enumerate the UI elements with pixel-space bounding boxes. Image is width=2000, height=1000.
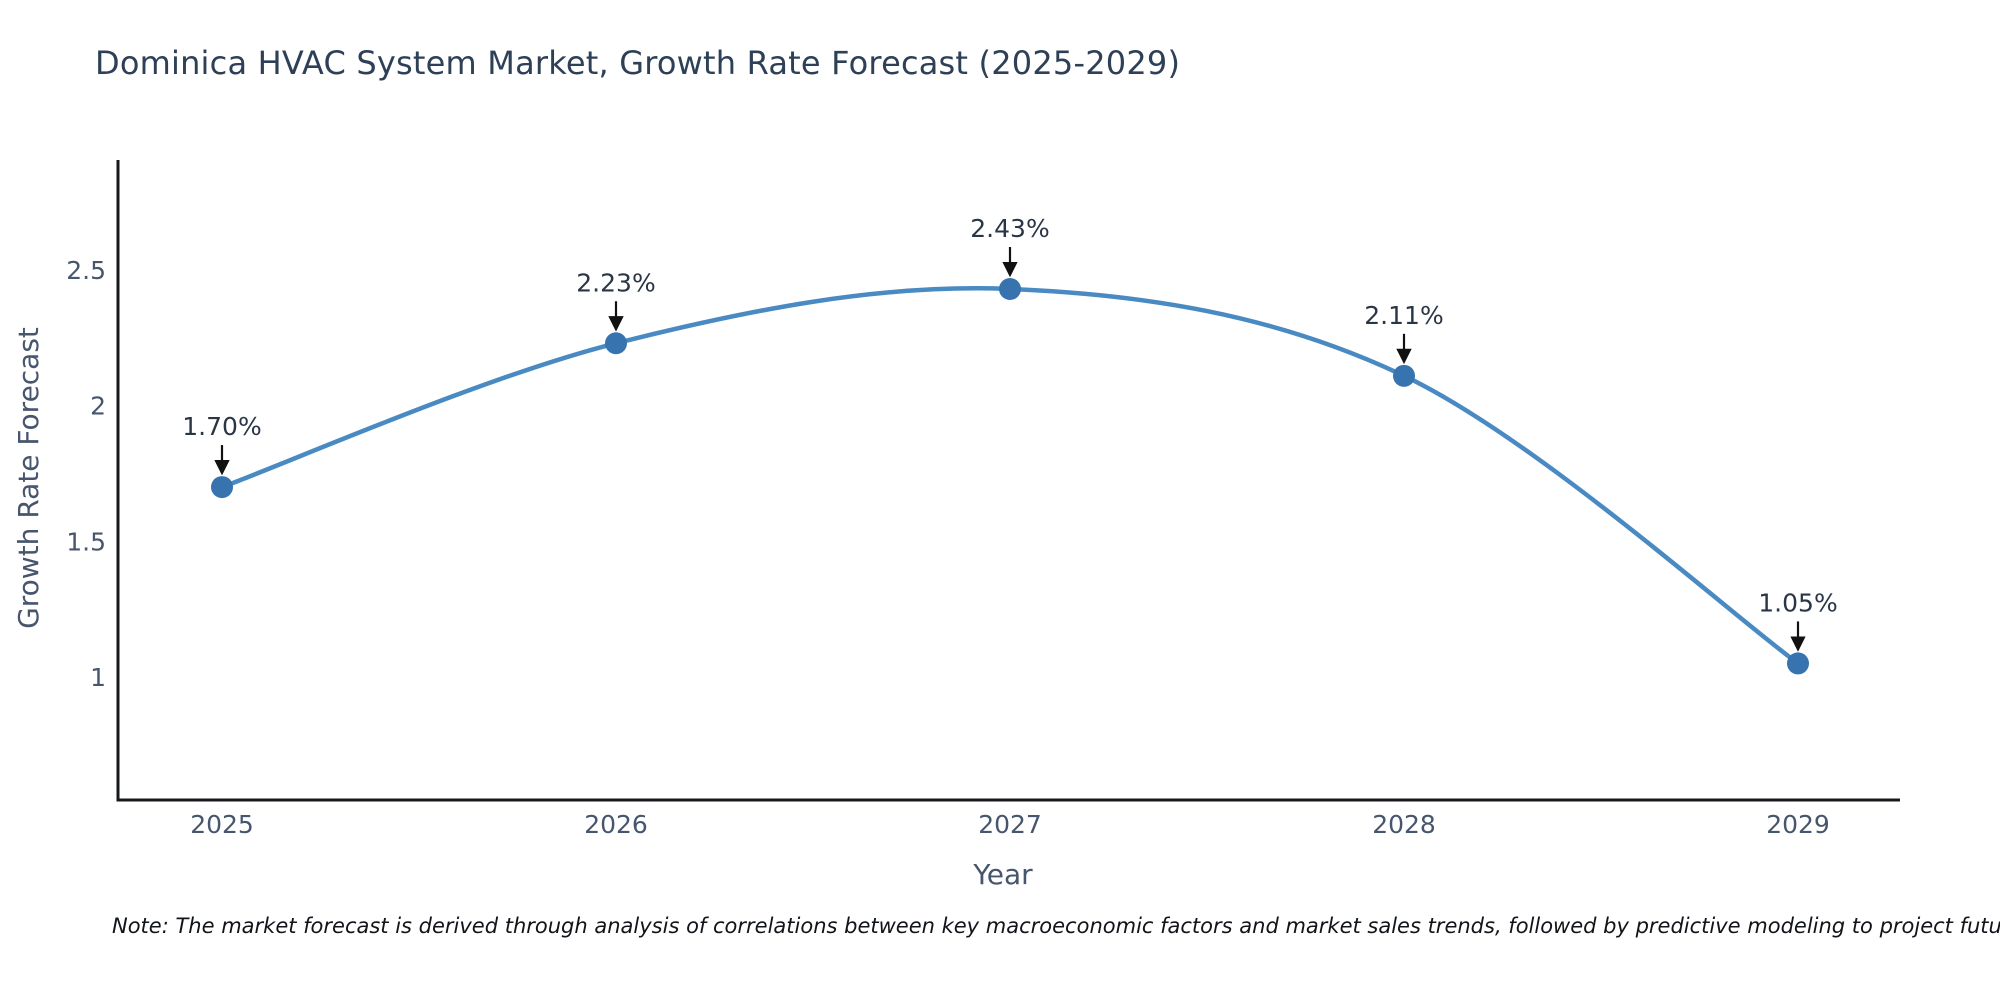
y-tick-label: 2 xyxy=(90,392,106,421)
data-point-marker xyxy=(605,332,627,355)
data-point-marker xyxy=(1393,364,1415,387)
chart-title: Dominica HVAC System Market, Growth Rate… xyxy=(95,44,1181,82)
point-value-label: 2.43% xyxy=(970,214,1049,243)
annotations: 1.70% 2.23% 2.43% 2.11% 1.05% xyxy=(182,214,1838,652)
point-value-label: 1.05% xyxy=(1758,588,1837,617)
y-tick-label: 1 xyxy=(90,663,106,692)
markers xyxy=(211,277,1809,675)
point-value-label: 2.23% xyxy=(576,268,655,297)
x-axis-ticks: 2025 2026 2027 2028 2029 xyxy=(190,810,1830,839)
x-tick-label: 2028 xyxy=(1372,810,1436,839)
data-point-marker xyxy=(211,476,233,499)
x-tick-label: 2029 xyxy=(1766,810,1830,839)
y-tick-label: 1.5 xyxy=(66,527,106,556)
footnote: Note: The market forecast is derived thr… xyxy=(112,914,2000,938)
point-value-label: 2.11% xyxy=(1364,301,1443,330)
data-point-marker xyxy=(999,277,1021,300)
x-tick-label: 2027 xyxy=(978,810,1042,839)
x-tick-label: 2025 xyxy=(190,810,254,839)
point-value-label: 1.70% xyxy=(182,412,261,441)
data-point-marker xyxy=(1787,652,1809,675)
trend-line xyxy=(219,286,1801,666)
x-axis-title: Year xyxy=(972,858,1033,891)
y-axis-title: Growth Rate Forecast xyxy=(12,327,45,629)
y-axis-ticks: 1 1.5 2 2.5 xyxy=(66,256,106,692)
y-tick-label: 2.5 xyxy=(66,256,106,285)
x-tick-label: 2026 xyxy=(584,810,648,839)
